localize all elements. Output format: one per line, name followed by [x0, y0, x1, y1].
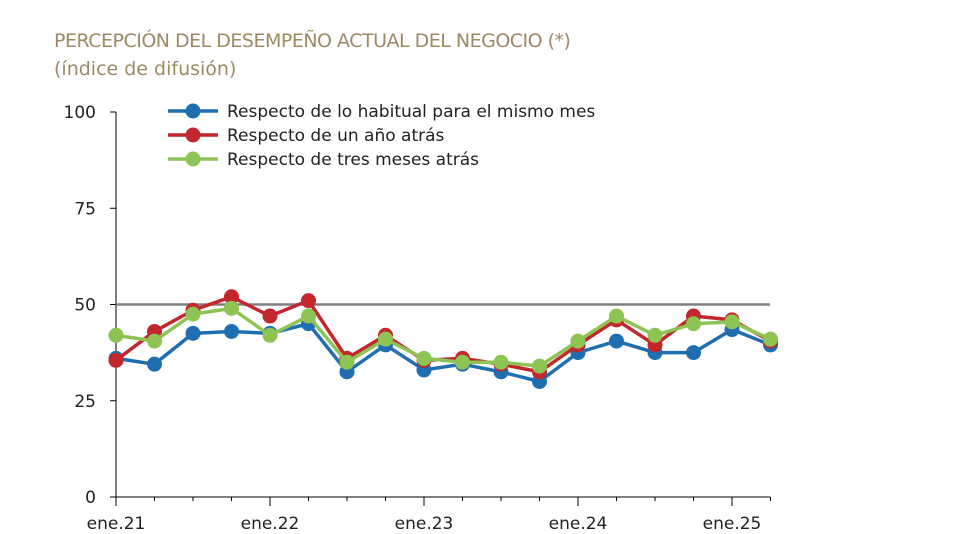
data-point — [301, 308, 316, 324]
y-tick-label: 50 — [74, 296, 96, 316]
x-axis: ene.21 ene.22 ene.23 ene.24 ene.25 — [87, 496, 771, 534]
data-point — [108, 327, 124, 343]
y-axis: 0 25 50 75 100 — [64, 103, 117, 508]
data-point — [224, 289, 239, 305]
data-point — [609, 308, 624, 324]
data-point — [262, 308, 278, 324]
x-tick-label: ene.23 — [395, 514, 454, 534]
data-point — [570, 333, 586, 349]
x-tick-label: ene.24 — [549, 514, 608, 534]
data-point — [455, 354, 470, 370]
data-point — [224, 300, 239, 316]
legend-marker — [185, 127, 201, 143]
data-point — [493, 354, 509, 370]
legend-label: Respecto de tres meses atrás — [227, 150, 479, 170]
data-point — [185, 325, 201, 341]
series-line — [115, 306, 772, 368]
legend: Respecto de lo habitual para el mismo me… — [168, 102, 595, 170]
legend-label: Respecto de un año atrás — [227, 126, 445, 146]
y-tick-label: 75 — [74, 199, 96, 219]
legend-item: Respecto de tres meses atrás — [168, 150, 479, 170]
chart-title: PERCEPCIÓN DEL DESEMPEÑO ACTUAL DEL NEGO… — [54, 30, 571, 52]
data-point — [339, 354, 355, 370]
series-group — [108, 289, 778, 389]
data-point — [532, 358, 547, 374]
data-point — [224, 323, 239, 339]
data-point — [686, 345, 701, 361]
data-point — [301, 293, 316, 309]
data-point — [147, 333, 162, 349]
data-point — [262, 327, 278, 343]
y-tick-label: 0 — [85, 488, 96, 508]
legend-item: Respecto de lo habitual para el mismo me… — [168, 102, 595, 122]
legend-label: Respecto de lo habitual para el mismo me… — [227, 102, 595, 122]
legend-marker — [185, 103, 201, 119]
legend-marker — [185, 151, 201, 167]
data-point — [416, 350, 432, 366]
x-tick-label: ene.22 — [241, 514, 300, 534]
y-tick-label: 100 — [64, 103, 96, 123]
data-point — [609, 333, 624, 349]
data-point — [686, 316, 701, 332]
data-point — [763, 331, 778, 347]
data-point — [147, 356, 162, 372]
series-3 — [108, 300, 778, 374]
x-tick-label: ene.25 — [703, 514, 762, 534]
data-point — [647, 327, 663, 343]
data-point — [185, 306, 201, 322]
data-point — [724, 314, 740, 330]
legend-item: Respecto de un año atrás — [168, 126, 445, 146]
data-point — [108, 352, 124, 368]
x-tick-label: ene.21 — [87, 514, 146, 534]
data-point — [378, 331, 393, 347]
chart-subtitle: (índice de difusión) — [54, 58, 237, 80]
y-tick-label: 25 — [74, 392, 96, 412]
